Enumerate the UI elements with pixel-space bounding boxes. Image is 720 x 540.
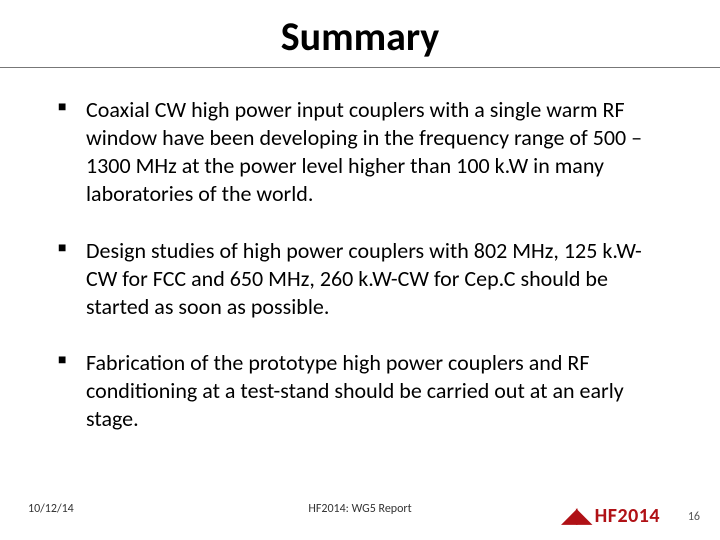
bullet-item: Coaxial CW high power input couplers wit… bbox=[50, 96, 670, 209]
bullet-item: Fabrication of the prototype high power … bbox=[50, 349, 670, 433]
slide-title: Summary bbox=[281, 12, 440, 61]
bullet-list: Coaxial CW high power input couplers wit… bbox=[50, 96, 670, 434]
logo-mark-icon: ◢◣ bbox=[562, 503, 591, 528]
footer-logo: ◢◣ HF2014 bbox=[562, 503, 660, 528]
slide: Summary Coaxial CW high power input coup… bbox=[0, 0, 720, 540]
content-area: Coaxial CW high power input couplers wit… bbox=[0, 68, 720, 434]
bullet-item: Design studies of high power couplers wi… bbox=[50, 237, 670, 321]
page-number: 16 bbox=[688, 510, 700, 524]
footer-date: 10/12/14 bbox=[28, 502, 74, 516]
title-wrap: Summary bbox=[0, 0, 720, 61]
footer: 10/12/14 HF2014: WG5 Report ◢◣ HF2014 16 bbox=[0, 502, 720, 526]
footer-center: HF2014: WG5 Report bbox=[308, 502, 411, 516]
logo-text: HF2014 bbox=[595, 504, 660, 528]
